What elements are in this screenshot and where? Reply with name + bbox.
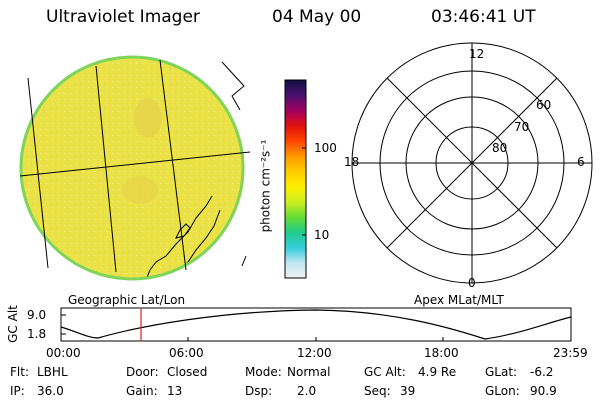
dsp-value: 2.0 — [297, 384, 317, 398]
altitude-ylabel: GC Alt — [6, 305, 20, 343]
glat-label: GLat: — [485, 365, 518, 379]
mlt-label-18: 18 — [344, 155, 360, 169]
flt-value: LBHL — [37, 365, 68, 379]
latitude-line — [19, 151, 251, 177]
door-value: Closed — [167, 365, 208, 379]
mlat-label-60: 60 — [536, 98, 552, 112]
altitude-ytick-label-bottom: 1.8 — [27, 327, 47, 341]
right-panel-caption: Apex MLat/MLT — [414, 293, 504, 307]
glat-value: -6.2 — [530, 365, 554, 379]
glon-value: 90.9 — [530, 384, 557, 398]
longitude-line-3 — [159, 59, 187, 271]
gain-value: 13 — [167, 384, 183, 398]
ip-label: IP: — [10, 384, 25, 398]
longitude-line-1 — [27, 77, 49, 269]
apex-polar-plot — [351, 42, 593, 284]
altitude-plot — [60, 307, 572, 342]
colorbar-gradient — [284, 79, 307, 279]
colorbar-tick-label-10: 10 — [314, 228, 330, 242]
seq-label: Seq: — [364, 384, 391, 398]
door-label: Door: — [126, 365, 159, 379]
altitude-xtick-label-1: 06:00 — [169, 346, 204, 360]
left-panel-caption: Geographic Lat/Lon — [68, 293, 186, 307]
date-label: 04 May 00 — [272, 7, 362, 27]
mode-label: Mode: — [245, 365, 282, 379]
ip-value: 36.0 — [37, 384, 64, 398]
mlat-label-80: 80 — [492, 141, 508, 155]
colorbar-tick-label-100: 100 — [314, 141, 337, 155]
instrument-title: Ultraviolet Imager — [46, 7, 200, 27]
disk-limb — [19, 55, 245, 281]
mlt-label-6: 6 — [577, 155, 585, 169]
time-label: 03:46:41 UT — [431, 7, 536, 27]
gain-label: Gain: — [126, 384, 158, 398]
altitude-curve — [60, 309, 572, 340]
colorbar-unit-label: photon cm⁻²s⁻¹ — [258, 139, 273, 233]
colorbar — [284, 79, 307, 279]
gcalt-label: GC Alt: — [364, 365, 406, 379]
altitude-xtick-label-4: 23:59 — [553, 346, 588, 360]
flt-label: Flt: — [10, 365, 29, 379]
longitude-line-2 — [95, 65, 117, 273]
altitude-xtick-label-2: 12:00 — [297, 346, 332, 360]
coastline-outside — [221, 61, 245, 111]
mlat-label-70: 70 — [514, 120, 530, 134]
coastline — [145, 195, 241, 279]
altitude-xtick-label-0: 00:00 — [46, 346, 81, 360]
coastline-outside-2 — [241, 255, 247, 267]
dsp-label: Dsp: — [245, 384, 273, 398]
gcalt-value: 4.9 Re — [418, 365, 457, 379]
mlt-label-0: 0 — [468, 276, 476, 290]
altitude-xtick-label-3: 18:00 — [424, 346, 459, 360]
mlt-line-diag-2 — [386, 77, 558, 249]
disk-overlays — [122, 98, 241, 279]
mlt-label-12: 12 — [469, 47, 485, 61]
altitude-plot-frame — [60, 307, 572, 342]
bright-patch-2 — [122, 176, 158, 204]
seq-value: 39 — [400, 384, 416, 398]
bright-patch — [134, 98, 162, 138]
mode-value: Normal — [287, 365, 331, 379]
uv-image-panel — [19, 55, 251, 281]
glon-label: GLon: — [485, 384, 520, 398]
altitude-ytick-label-top: 9.0 — [27, 308, 47, 322]
disk-speckle — [21, 57, 243, 279]
